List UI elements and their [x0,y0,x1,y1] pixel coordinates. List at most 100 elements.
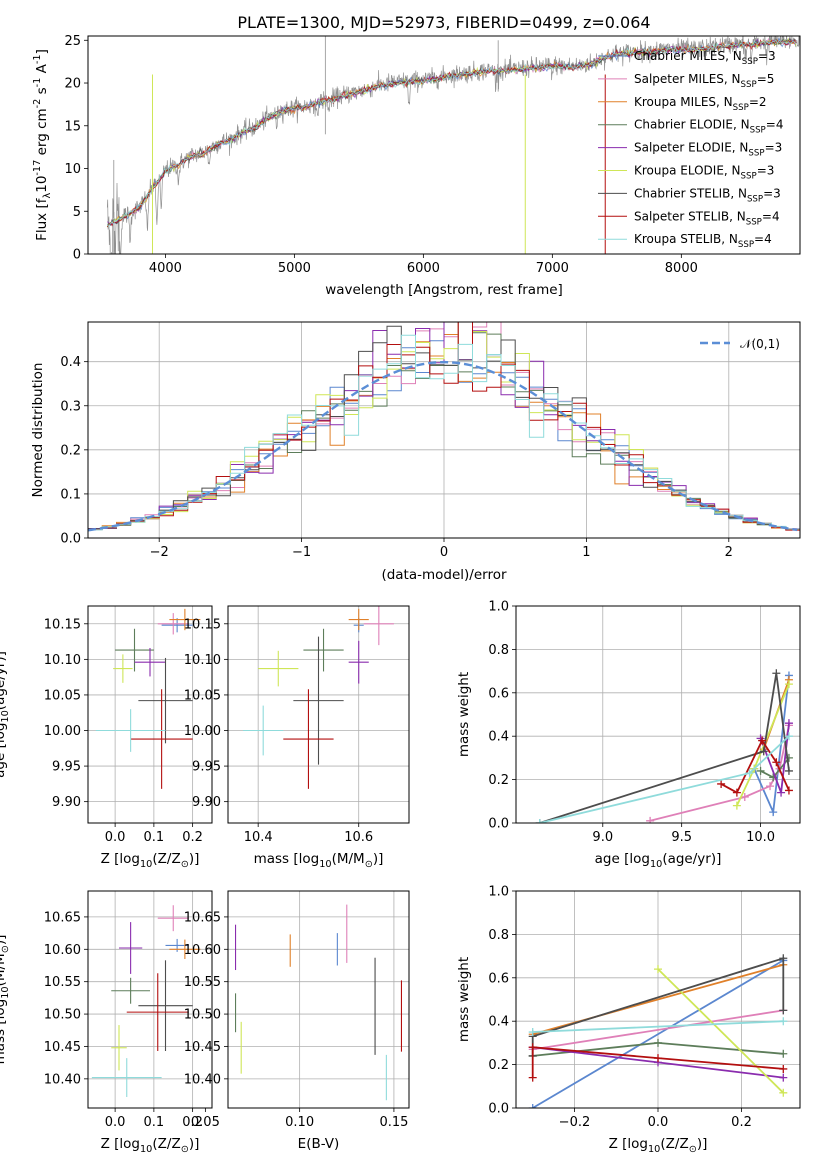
y-tick-label: 9.90 [192,795,221,810]
age-vs-Z-panel-plot-area [88,606,212,823]
x-axis-label: (data-model)/error [381,567,507,583]
x-tick-label: 10.4 [244,830,273,845]
y-tick-label: 9.95 [52,760,81,775]
chart-title: PLATE=1300, MJD=52973, FIBERID=0499, z=0… [237,13,650,32]
x-tick-label: 0.05 [191,1115,220,1130]
x-axis-label: mass [log10(M/M⊙)] [254,851,384,870]
weight-line-c_m [532,959,784,1108]
legend-entry-normal: 𝒩(0,1) [740,337,780,351]
y-tick-label: 0 [73,248,81,263]
x-tick-label: 0.0 [105,830,126,845]
y-tick-label: 10.00 [44,724,81,739]
y-axis-label: Flux [fλ10-17 erg cm-2 s-1 A-1] [32,49,53,241]
x-tick-label: 0.1 [144,1115,165,1130]
y-tick-label: 10.60 [184,943,221,958]
y-tick-label: 1.0 [488,600,509,615]
x-tick-label: 0.15 [379,1115,408,1130]
y-tick-label: 0.2 [488,773,509,788]
weight-marker-c_e [654,1038,662,1047]
x-tick-label: 5000 [278,261,311,276]
weight-marker-s_s [758,736,767,745]
y-tick-label: 9.90 [52,795,81,810]
y-tick-label: 0.6 [488,686,509,701]
y-axis-label: mass [log10(M/M⊙)] [0,935,11,1065]
x-axis-label: Z [log10(Z/Z⊙)] [609,1136,708,1155]
weight-marker-c_s [779,954,788,963]
axes-frame [515,605,801,824]
weight-line-c_s [539,673,790,823]
weight-marker-c_e [779,1049,788,1058]
weight-marker-s_e [784,719,793,728]
y-tick-label: 10.05 [44,688,81,703]
residual-histogram-panel: 𝒩(0,1) −2 −1 0 1 2 0.0 0.1 0.2 0.3 0.4 (data-model)… [30,321,801,583]
axes-frame [227,605,410,824]
age-vs-Z-panel: 0.0 0.1 0.2 9.90 9.95 10.00 10.05 10.10 10.15 Z [… [0,605,213,870]
y-axis-label: Normed distribution [30,363,46,498]
y-tick-label: 15 [64,119,81,134]
weight-marker-s_e [779,1073,788,1082]
weight-marker-c_m [528,1104,537,1108]
y-tick-label: 10.40 [184,1072,221,1087]
x-tick-label: −2 [150,545,169,560]
y-tick-label: 10 [64,162,81,177]
y-tick-label: 10.00 [184,724,221,739]
x-tick-label: 0 [440,545,448,560]
age-vs-mass-panel: 10.4 10.6 9.90 9.95 10.00 10.05 10.10 10.15 mass… [184,605,410,870]
weight-marker-c_e [784,753,793,762]
weight-line-s_s [531,1046,784,1078]
x-axis-label: Z [log10(Z/Z⊙)] [101,1136,200,1155]
weight-marker-s_s [654,1054,662,1063]
y-tick-label: 25 [64,34,81,49]
x-axis-label: age [log10(age/yr)] [595,851,722,870]
mass-weight-vs-Z-panel: −0.2 0.0 0.2 0.0 0.2 0.4 0.6 0.8 1.0 Z [log10(Z/Z… [456,885,801,1155]
weight-marker-k_e [732,801,741,810]
weight-marker-c_s [784,766,793,775]
y-tick-label: 10.50 [44,1008,81,1023]
y-tick-label: 10.55 [44,975,81,990]
legend-entry-c_e: Chabrier ELODIE, NSSP=4 [634,118,783,136]
y-tick-label: 0.2 [488,1058,509,1073]
mass-weight-vs-Z-panel-plot-area [516,891,800,1108]
residual-histogram-panel-plot-area [88,322,800,538]
x-tick-label: 10.6 [344,830,373,845]
y-tick-label: 0.6 [488,971,509,986]
y-tick-label: 20 [64,77,81,92]
x-tick-label: 2 [725,545,733,560]
y-tick-label: 10.60 [44,943,81,958]
x-tick-label: 0.0 [648,1115,669,1130]
spectrum-panel: PLATE=1300, MJD=52973, FIBERID=0499, z=0… [32,13,801,298]
x-tick-label: 0.2 [182,830,203,845]
axes-frame [87,605,213,824]
axes-frame [87,35,801,255]
weight-marker-c_s [772,669,781,678]
weight-marker-k_s [745,769,754,778]
weight-marker-s_s [528,1073,537,1082]
histogram-c_s [88,325,800,530]
histogram-s_e [88,322,800,530]
y-tick-label: 0.0 [488,817,509,832]
y-tick-label: 10.10 [184,653,221,668]
weight-marker-k_s [528,1028,537,1037]
x-tick-label: 10.0 [746,830,775,845]
x-tick-label: 0.2 [731,1115,752,1130]
axes-frame [227,890,410,1109]
y-tick-label: 10.65 [184,910,221,925]
y-tick-label: 0.4 [488,1015,509,1030]
x-tick-label: 4000 [149,261,182,276]
y-tick-label: 0.2 [60,443,81,458]
weight-marker-s_e [777,788,786,797]
x-axis-label: wavelength [Angstrom, rest frame] [325,282,563,298]
histogram-k_e [88,322,800,531]
weight-marker-s_s [779,1064,788,1073]
y-tick-label: 0.3 [60,399,81,414]
weight-line-s_m [649,725,790,822]
weight-marker-k_s [779,1017,788,1026]
x-tick-label: −0.2 [559,1115,591,1130]
y-tick-label: 10.40 [44,1072,81,1087]
weight-marker-c_s [779,1006,788,1015]
y-tick-label: 10.15 [184,617,221,632]
y-tick-label: 0.4 [488,730,509,745]
weight-marker-s_m [646,816,655,823]
y-tick-label: 9.95 [192,760,221,775]
y-tick-label: 10.55 [184,975,221,990]
